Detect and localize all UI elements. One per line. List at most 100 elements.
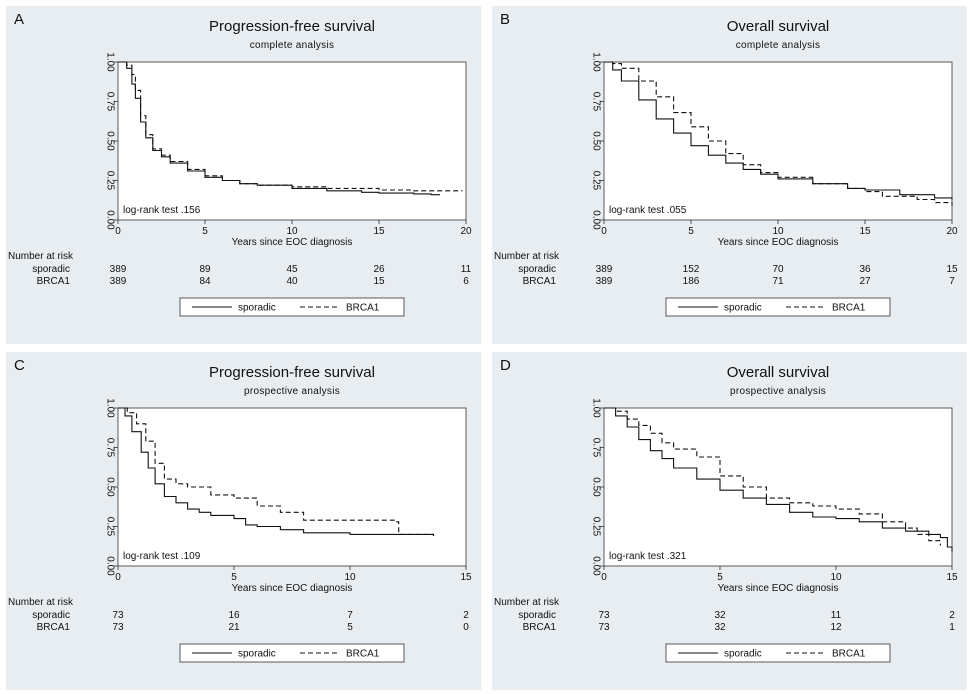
x-axis-title: Years since EOC diagnosis xyxy=(232,237,353,248)
risk-count: 15 xyxy=(373,276,385,287)
x-tick-label: 5 xyxy=(717,572,723,583)
y-tick-label: 0.25 xyxy=(590,517,601,537)
chart-subtitle: prospective analysis xyxy=(244,386,340,397)
y-tick-label: 0.25 xyxy=(104,517,115,537)
legend-label-sporadic: sporadic xyxy=(724,303,762,314)
risk-row-label: BRCA1 xyxy=(37,622,71,633)
x-tick-label: 20 xyxy=(946,226,958,237)
legend-label-brca1: BRCA1 xyxy=(346,649,380,660)
legend-box xyxy=(665,297,891,317)
risk-count: 7 xyxy=(347,610,353,621)
risk-count: 389 xyxy=(110,264,127,275)
legend-label-sporadic: sporadic xyxy=(238,649,276,660)
risk-count: 11 xyxy=(831,610,842,621)
risk-table-header: Number at risk xyxy=(494,251,560,262)
x-tick-label: 5 xyxy=(688,226,694,237)
risk-count: 15 xyxy=(946,264,958,275)
chart-title: Overall survival xyxy=(727,18,830,35)
risk-count: 152 xyxy=(683,264,700,275)
y-tick-label: 0.50 xyxy=(104,131,115,151)
risk-table-header: Number at risk xyxy=(494,597,560,608)
km-panel-b: B Overall survival complete analysis 0.00 0.… xyxy=(492,6,967,344)
x-tick-label: 15 xyxy=(373,226,385,237)
plot-area xyxy=(117,407,467,567)
km-chart-svg: A Progression-free survival complete analy… xyxy=(8,11,472,317)
series-line-brca1 xyxy=(604,407,941,546)
risk-count: 186 xyxy=(683,276,700,287)
panel-letter: A xyxy=(14,11,24,28)
risk-row-label: BRCA1 xyxy=(37,276,71,287)
risk-count: 5 xyxy=(347,622,353,633)
y-tick-label: 0.00 xyxy=(104,556,115,576)
km-panel-d: D Overall survival prospective analysis 0.0… xyxy=(492,352,967,690)
y-tick-label: 0.00 xyxy=(590,210,601,230)
legend-label-brca1: BRCA1 xyxy=(346,303,380,314)
y-tick-label: 0.25 xyxy=(104,171,115,191)
chart-title: Progression-free survival xyxy=(209,18,375,35)
y-tick-label: 0.50 xyxy=(590,477,601,497)
y-tick-label: 0.00 xyxy=(104,210,115,230)
series-line-brca1 xyxy=(604,61,953,206)
y-tick-label: 0.50 xyxy=(104,477,115,497)
risk-row-label: sporadic xyxy=(32,264,70,275)
series-line-brca1 xyxy=(118,407,435,536)
log-rank-annotation: log-rank test .055 xyxy=(609,205,687,216)
x-tick-label: 0 xyxy=(601,226,607,237)
risk-count: 73 xyxy=(598,622,610,633)
plot-area xyxy=(603,407,953,567)
y-tick-label: 0.75 xyxy=(104,438,115,458)
risk-count: 40 xyxy=(286,276,298,287)
chart-title: Progression-free survival xyxy=(209,364,375,381)
km-panel-c: C Progression-free survival prospective an… xyxy=(6,352,481,690)
y-tick-label: 1.00 xyxy=(104,398,115,418)
risk-table-header: Number at risk xyxy=(8,251,74,262)
risk-count: 73 xyxy=(112,622,124,633)
x-tick-label: 10 xyxy=(344,572,356,583)
risk-count: 45 xyxy=(286,264,298,275)
x-tick-label: 5 xyxy=(202,226,208,237)
risk-count: 26 xyxy=(373,264,385,275)
legend-label-sporadic: sporadic xyxy=(724,649,762,660)
chart-subtitle: complete analysis xyxy=(736,40,821,51)
risk-count: 36 xyxy=(859,264,871,275)
y-tick-label: 1.00 xyxy=(590,398,601,418)
risk-count: 71 xyxy=(772,276,784,287)
risk-row-label: sporadic xyxy=(518,264,556,275)
chart-title: Overall survival xyxy=(727,364,830,381)
x-axis-title: Years since EOC diagnosis xyxy=(718,583,839,594)
km-chart-svg: B Overall survival complete analysis 0.00 0.… xyxy=(494,11,958,317)
km-chart-svg: D Overall survival prospective analysis 0.0… xyxy=(494,357,958,663)
y-tick-label: 1.00 xyxy=(590,52,601,72)
km-panel-a: A Progression-free survival complete analy… xyxy=(6,6,481,344)
legend-label-brca1: BRCA1 xyxy=(832,649,866,660)
x-tick-label: 15 xyxy=(460,572,472,583)
x-tick-label: 20 xyxy=(460,226,472,237)
series-line-sporadic xyxy=(118,61,440,196)
risk-count: 2 xyxy=(463,610,469,621)
risk-count: 0 xyxy=(463,622,469,633)
risk-count: 32 xyxy=(714,610,726,621)
risk-count: 11 xyxy=(461,264,472,275)
risk-count: 389 xyxy=(110,276,127,287)
legend-label-sporadic: sporadic xyxy=(238,303,276,314)
risk-count: 73 xyxy=(598,610,610,621)
y-tick-label: 0.75 xyxy=(590,92,601,112)
risk-count: 2 xyxy=(949,610,955,621)
series-line-sporadic xyxy=(604,407,953,552)
plot-area xyxy=(117,61,467,221)
risk-count: 16 xyxy=(228,610,240,621)
km-chart-svg: C Progression-free survival prospective an… xyxy=(8,357,472,663)
y-tick-label: 1.00 xyxy=(104,52,115,72)
x-tick-label: 0 xyxy=(115,572,121,583)
panel-letter: C xyxy=(14,357,25,374)
risk-row-label: sporadic xyxy=(518,610,556,621)
risk-count: 21 xyxy=(228,622,240,633)
risk-count: 84 xyxy=(199,276,211,287)
risk-count: 73 xyxy=(112,610,124,621)
x-tick-label: 15 xyxy=(946,572,958,583)
risk-table-header: Number at risk xyxy=(8,597,74,608)
x-axis-title: Years since EOC diagnosis xyxy=(718,237,839,248)
series-line-brca1 xyxy=(118,61,463,192)
legend-box xyxy=(665,643,891,663)
risk-count: 70 xyxy=(772,264,784,275)
